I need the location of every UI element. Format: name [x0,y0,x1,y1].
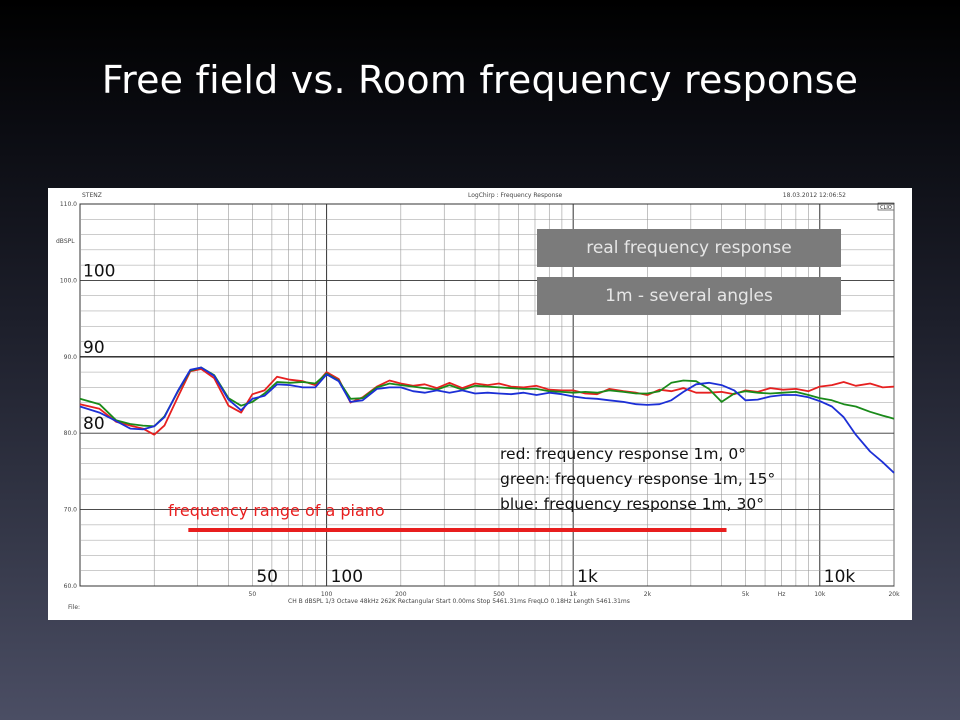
y-tick-label: 100.0 [60,277,77,284]
annotation-layer: 100 90 80 50 100 1k 10k [83,261,855,587]
y-tick-label: 70.0 [64,507,78,514]
plot-footer-info: CH B dBSPL 1/3 Octave 48kHz 262K Rectang… [288,598,630,605]
curve-red [79,368,895,436]
x-tick-label: 500 [493,591,505,598]
legend-red: red: frequency response 1m, 0° [500,445,746,463]
y-axis-unit-label: dBSPL [56,238,75,245]
x-mark-label: 10k [824,567,856,587]
y-tick-label: 60.0 [64,583,78,590]
clio-logo: CLIO [880,205,892,211]
x-tick-label: 5k [742,591,750,598]
curve-blue [79,366,895,474]
y-mark-label: 80 [83,414,105,434]
x-tick-label: Hz [778,591,786,598]
x-tick-label: 100 [321,591,333,598]
legend-blue: blue: frequency response 1m, 30° [500,495,764,513]
x-tick-label: 1k [570,591,578,598]
slide-title: Free field vs. Room frequency response [101,58,859,102]
x-tick-label: 10k [814,591,826,598]
curve-layer [79,366,895,474]
y-mark-label: 90 [83,338,105,358]
callout-several-angles: 1m - several angles [537,277,841,315]
x-tick-label: 2k [644,591,652,598]
y-mark-label: 100 [83,261,115,281]
legend-green: green: frequency response 1m, 15° [500,470,775,488]
callout-real-frequency-response: real frequency response [537,229,841,267]
plot-header-right: 18.03.2012 12:06:52 [783,192,846,199]
x-mark-label: 1k [577,567,598,587]
y-tick-label: 90.0 [64,354,78,361]
x-tick-label: 200 [395,591,407,598]
y-tick-label: 80.0 [64,430,78,437]
y-tick-label: 110.0 [60,201,77,208]
plot-header-left: STENZ [82,192,102,199]
plot-footer-file-label: File: [68,604,80,611]
piano-range-label: frequency range of a piano [168,501,385,520]
tick-layer: 110.0 100.0 90.0 80.0 70.0 60.0 50 100 200 500 1k 2… [60,201,900,598]
x-mark-label: 50 [256,567,278,587]
x-mark-label: 100 [331,567,363,587]
x-tick-label: 50 [249,591,257,598]
plot-header-center: LogChirp : Frequency Response [468,192,563,199]
x-tick-label: 20k [888,591,900,598]
frequency-response-chart: STENZ LogChirp : Frequency Response 18.0… [56,192,900,611]
